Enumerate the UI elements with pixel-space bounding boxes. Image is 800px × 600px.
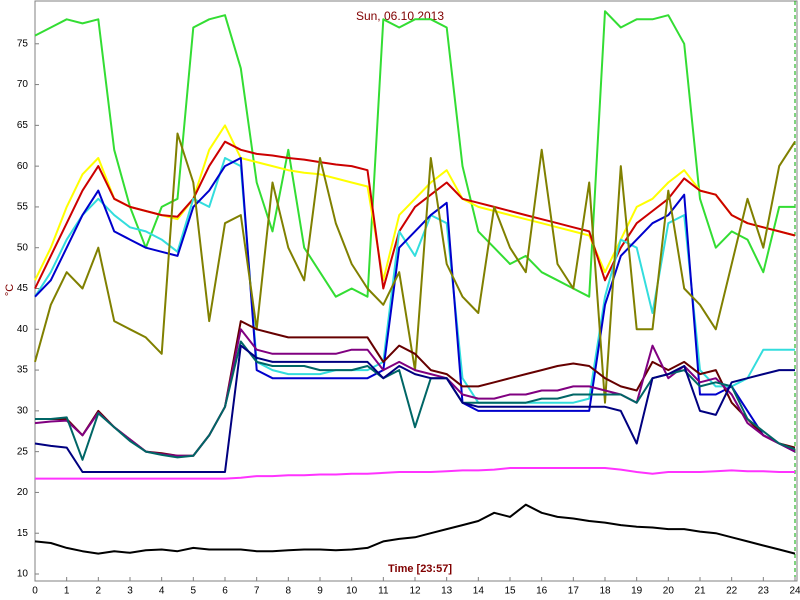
y-tick-label: 30	[17, 405, 29, 416]
x-tick-label: 21	[694, 586, 706, 597]
y-tick-label: 20	[17, 487, 29, 498]
plot-frame	[34, 0, 798, 582]
series-line	[34, 344, 795, 473]
y-tick-label: 60	[17, 161, 29, 172]
series-line	[34, 157, 795, 404]
x-tick-label: 6	[222, 586, 228, 597]
x-tick-label: 24	[789, 586, 800, 597]
x-tick-label: 18	[599, 586, 611, 597]
y-tick-label: 70	[17, 79, 29, 90]
series-line	[35, 467, 795, 480]
series-line	[34, 157, 796, 453]
x-tick-label: 4	[159, 586, 165, 597]
x-tick-label: 8	[286, 586, 292, 597]
y-tick-label: 45	[17, 283, 29, 294]
x-tick-label: 14	[473, 586, 485, 597]
y-tick-label: 10	[17, 569, 29, 580]
x-tick-label: 13	[441, 586, 453, 597]
x-tick-label: 17	[568, 586, 580, 597]
y-tick-label: 25	[17, 446, 29, 457]
chart-title: Sun, 06.10.2013	[356, 9, 444, 23]
y-tick-label: 35	[17, 365, 29, 376]
x-tick-label: 10	[346, 586, 358, 597]
series-line	[34, 10, 795, 298]
y-tick-label: 50	[17, 242, 29, 253]
x-tick-label: 5	[191, 586, 197, 597]
x-tick-label: 22	[726, 586, 738, 597]
x-tick-label: 16	[536, 586, 548, 597]
x-axis-label: Time [23:57]	[388, 563, 452, 575]
y-tick-label: 65	[17, 120, 29, 131]
y-tick-label: 40	[17, 324, 29, 335]
x-tick-label: 11	[378, 586, 389, 597]
x-tick-label: 20	[663, 586, 675, 597]
x-tick-label: 0	[32, 586, 38, 597]
x-tick-label: 2	[96, 586, 102, 597]
x-tick-label: 7	[254, 586, 260, 597]
y-tick-label: 55	[17, 202, 29, 213]
series-line	[34, 503, 796, 555]
x-tick-label: 23	[758, 586, 770, 597]
x-tick-label: 9	[317, 586, 323, 597]
x-tick-label: 15	[504, 586, 516, 597]
y-tick-label: 75	[17, 38, 29, 49]
x-tick-label: 1	[64, 586, 70, 597]
y-tick-label: 15	[17, 528, 29, 539]
y-axis-label: °C	[4, 284, 16, 296]
x-tick-label: 19	[631, 586, 643, 597]
x-tick-label: 3	[127, 586, 133, 597]
x-tick-label: 12	[409, 586, 421, 597]
